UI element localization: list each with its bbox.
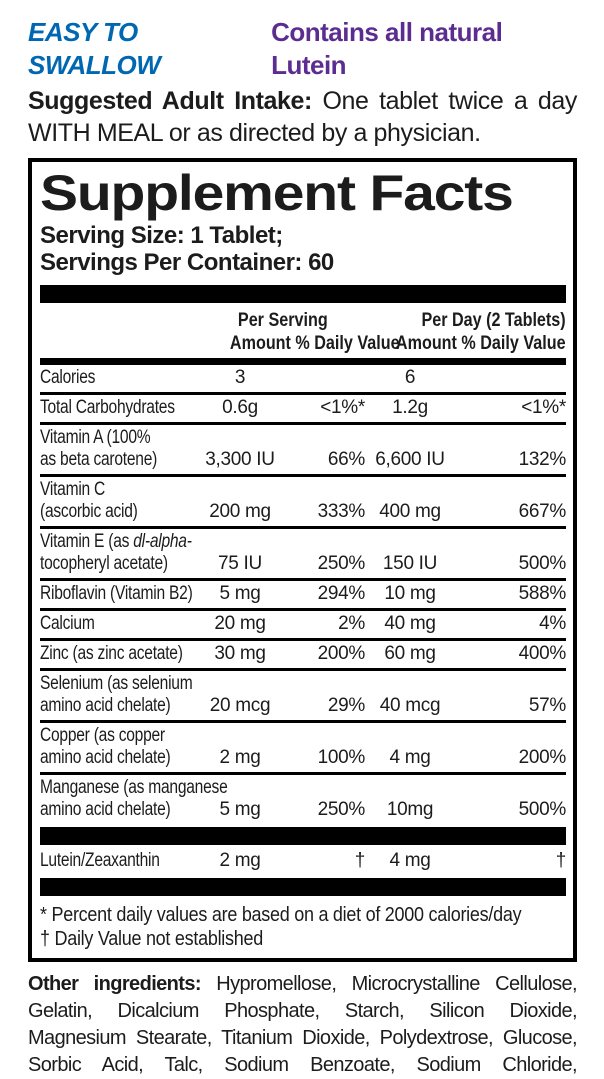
- pct-daily-value-per-day: 500%: [518, 553, 567, 574]
- pct-daily-value-per-serving: 100%: [317, 747, 366, 768]
- pct-daily-value-per-serving: 333%: [317, 501, 366, 522]
- nutrient-name: Zinc (as zinc acetate): [40, 643, 183, 664]
- header-rule: [40, 358, 566, 365]
- nutrient-row: Lutein/Zeaxanthin 2 mg † 4 mg †: [40, 848, 566, 875]
- nutrient-row: Calories 3 6: [40, 365, 566, 392]
- pct-daily-value-per-day: <1%*: [521, 397, 566, 418]
- nutrient-row: Vitamin A (100% as beta carotene) 3,300 …: [40, 422, 566, 474]
- amount-per-day: 40 mg: [384, 613, 436, 634]
- per-serving-label: Per Serving: [237, 310, 328, 331]
- nutrient-name: Calories: [40, 367, 96, 388]
- amount-per-day: 400 mg: [379, 501, 441, 522]
- pct-daily-value-per-serving: <1%*: [320, 397, 365, 418]
- separator-bar: [40, 878, 566, 896]
- nutrient-name: Copper (as copper amino acid chelate): [40, 725, 171, 768]
- pct-daily-value-per-serving: 294%: [317, 583, 366, 604]
- column-headers: Per Serving Amount % Daily Value Per Day…: [40, 306, 566, 357]
- nutrient-name: Vitamin C (ascorbic acid): [40, 479, 138, 522]
- per-day-amount-dv-label: Amount % Daily Value: [396, 333, 566, 354]
- nutrient-row: Total Carbohydrates 0.6g <1%* 1.2g <1%*: [40, 392, 566, 422]
- amount-per-day: 4 mg: [389, 850, 431, 871]
- amount-per-serving: 3,300 IU: [205, 449, 275, 470]
- amount-per-serving: 30 mg: [214, 643, 266, 664]
- panel-title: Supplement Facts: [40, 165, 514, 221]
- nutrient-row: Selenium (as selenium amino acid chelate…: [40, 668, 566, 720]
- other-ingredients: Other ingredients: Hypromellose, Microcr…: [28, 973, 578, 1076]
- pct-daily-value-per-day: 400%: [518, 643, 567, 664]
- nutrient-row: Zinc (as zinc acetate) 30 mg 200% 60 mg …: [40, 638, 566, 668]
- amount-per-day: 4 mg: [389, 747, 431, 768]
- footnote-dagger: † Daily Value not established: [40, 928, 263, 950]
- footnote-asterisk: * Percent daily values are based on a di…: [40, 904, 522, 926]
- nutrient-name: Vitamin E (as dl-alpha- tocopheryl aceta…: [40, 531, 192, 574]
- intake-text: One tablet twice a day WITH MEAL or as d…: [28, 87, 578, 147]
- nutrient-row: Manganese (as manganese amino acid chela…: [40, 772, 566, 824]
- pct-daily-value-per-serving: †: [354, 850, 366, 871]
- nutrient-row: Calcium 20 mg 2% 40 mg 4%: [40, 608, 566, 638]
- per-day-label: Per Day (2 Tablets): [421, 310, 566, 331]
- nutrient-row: Vitamin E (as dl-alpha- tocopheryl aceta…: [40, 526, 566, 578]
- amount-per-day: 40 mcg: [379, 695, 441, 716]
- per-day-header: Per Day (2 Tablets) Amount % Daily Value: [365, 309, 566, 355]
- pct-daily-value-per-day: 200%: [518, 747, 567, 768]
- pct-daily-value-per-serving: 250%: [317, 553, 366, 574]
- amount-per-day: 1.2g: [392, 397, 428, 418]
- nutrient-row: Copper (as copper amino acid chelate) 2 …: [40, 720, 566, 772]
- separator-bar: [40, 827, 566, 845]
- nutrient-name: Total Carbohydrates: [40, 397, 175, 418]
- footnotes: * Percent daily values are based on a di…: [40, 899, 566, 952]
- amount-per-serving: 0.6g: [222, 397, 258, 418]
- nutrient-table: Calories 3 6 Total Carbohydrates 0.6g <1…: [40, 365, 566, 896]
- pct-daily-value-per-serving: 29%: [327, 695, 365, 716]
- nutrient-name: Manganese (as manganese amino acid chela…: [40, 777, 228, 820]
- pct-daily-value-per-day: 500%: [518, 799, 567, 820]
- servings-per-container: Servings Per Container: 60: [40, 249, 334, 276]
- pct-daily-value-per-day: 588%: [518, 583, 567, 604]
- easy-to-swallow-claim: EASY TO SWALLOW: [28, 17, 161, 80]
- per-serving-amount-dv-label: Amount % Daily Value: [229, 333, 400, 354]
- nutrient-row: Vitamin C (ascorbic acid) 200 mg 333% 40…: [40, 474, 566, 526]
- nutrient-name: Riboflavin (Vitamin B2): [40, 583, 193, 604]
- pct-daily-value-per-day: 57%: [528, 695, 566, 716]
- pct-daily-value-per-day: 667%: [518, 501, 567, 522]
- nutrient-name: Selenium (as selenium amino acid chelate…: [40, 673, 193, 716]
- amount-per-serving: 3: [234, 367, 246, 388]
- amount-per-day: 6,600 IU: [375, 449, 445, 470]
- amount-per-serving: 5 mg: [219, 799, 261, 820]
- nutrient-row: Riboflavin (Vitamin B2) 5 mg 294% 10 mg …: [40, 578, 566, 608]
- pct-daily-value-per-day: 132%: [518, 449, 567, 470]
- amount-per-day: 150 IU: [382, 553, 438, 574]
- pct-daily-value-per-day: 4%: [539, 613, 566, 634]
- supplement-facts-panel: Supplement Facts Serving Size: 1 Tablet;…: [28, 158, 577, 962]
- nutrient-name: Calcium: [40, 613, 95, 634]
- amount-per-serving: 20 mg: [214, 613, 266, 634]
- amount-per-day: 6: [404, 367, 416, 388]
- intake-label: Suggested Adult Intake:: [28, 87, 312, 115]
- amount-per-day: 60 mg: [384, 643, 436, 664]
- pct-daily-value-per-serving: [280, 367, 365, 389]
- serving-size: Serving Size: 1 Tablet;: [40, 222, 283, 249]
- nutrient-name: Vitamin A (100% as beta carotene): [40, 427, 158, 470]
- pct-daily-value-per-serving: 250%: [317, 799, 366, 820]
- pct-daily-value-per-day: †: [555, 850, 567, 871]
- per-serving-header: Per Serving Amount % Daily Value: [200, 309, 400, 355]
- pct-daily-value-per-day: [455, 367, 566, 389]
- nutrient-name: Lutein/Zeaxanthin: [40, 850, 160, 871]
- suggested-intake: Suggested Adult Intake: One tablet twice…: [28, 85, 577, 149]
- amount-per-day: 10 mg: [384, 583, 436, 604]
- lutein-claim: Contains all natural Lutein: [271, 17, 503, 80]
- claims-line: EASY TO SWALLOW Contains all natural Lut…: [28, 16, 577, 82]
- pct-daily-value-per-serving: 66%: [327, 449, 365, 470]
- amount-per-serving: 20 mcg: [209, 695, 271, 716]
- separator-bar: [40, 285, 566, 303]
- amount-per-serving: 2 mg: [219, 747, 261, 768]
- pct-daily-value-per-serving: 2%: [338, 613, 365, 634]
- pct-daily-value-per-serving: 200%: [317, 643, 366, 664]
- amount-per-day: 10mg: [386, 799, 434, 820]
- amount-per-serving: 5 mg: [219, 583, 261, 604]
- amount-per-serving: 2 mg: [219, 850, 261, 871]
- amount-per-serving: 200 mg: [209, 501, 271, 522]
- amount-per-serving: 75 IU: [218, 553, 262, 574]
